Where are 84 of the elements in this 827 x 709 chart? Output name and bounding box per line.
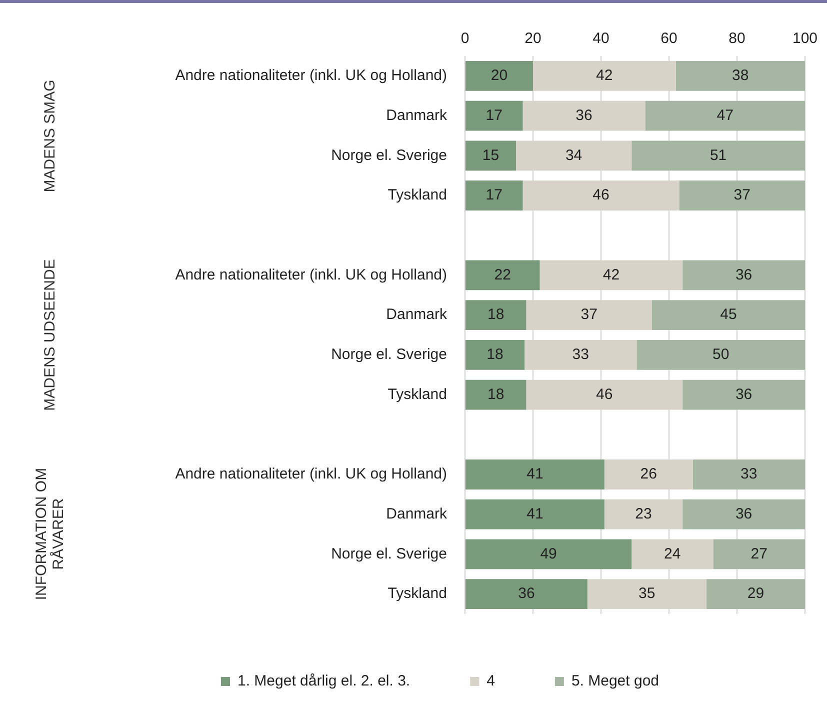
data-label: 33 <box>572 346 589 364</box>
bar <box>713 539 805 570</box>
bar <box>466 460 604 490</box>
y-tick-label: Danmark <box>386 106 448 124</box>
y-tick-label: Tyskland <box>388 186 447 204</box>
bar <box>466 180 523 210</box>
data-label: 27 <box>750 545 768 562</box>
data-label: 45 <box>720 306 737 324</box>
bar <box>676 60 805 91</box>
x-tick-label: 40 <box>592 30 610 48</box>
bar <box>632 140 805 171</box>
text: MADENS SMAG <box>42 78 58 194</box>
bar <box>466 300 526 330</box>
data-label: 17 <box>486 186 502 204</box>
data-label: 22 <box>494 266 511 284</box>
data-label: 34 <box>565 146 582 164</box>
data-label: 24 <box>664 545 681 562</box>
text: MADENS UDSEENDE <box>42 258 58 413</box>
y-tick-label: Norge el. Sverige <box>331 545 447 562</box>
y-tick-label: Danmark <box>386 306 448 324</box>
bar <box>466 539 632 570</box>
x-tick-label: 60 <box>660 30 678 48</box>
data-label: 37 <box>580 306 598 324</box>
bar <box>652 300 805 330</box>
data-label: 46 <box>596 386 613 403</box>
x-tick-label: 80 <box>728 30 746 48</box>
data-label: 35 <box>638 585 656 602</box>
bar <box>706 579 805 610</box>
legend-label: 5. Meget god <box>571 672 659 690</box>
bar <box>645 100 805 131</box>
bar <box>636 340 805 370</box>
bar <box>682 499 805 530</box>
bar <box>466 579 588 610</box>
y-tick-label: Tyskland <box>388 585 447 602</box>
data-label: 36 <box>576 106 592 124</box>
y-tick-label: Andre nationaliteter (inkl. UK og Holland) <box>175 67 447 84</box>
data-label: 23 <box>635 506 652 522</box>
bar <box>682 260 805 290</box>
data-label: 17 <box>486 106 502 124</box>
x-tick-label: 100 <box>792 30 818 48</box>
legend-label: 1. Meget dårlig el. 2. el. 3. <box>238 672 410 690</box>
data-label: 51 <box>710 146 727 164</box>
data-label: 42 <box>602 266 620 284</box>
y-tick-label: Andre nationaliteter (inkl. UK og Holland) <box>175 266 447 284</box>
y-tick-label: Norge el. Sverige <box>331 346 447 364</box>
data-label: 46 <box>592 186 610 204</box>
data-label: 38 <box>732 67 749 84</box>
data-label: 47 <box>716 106 734 124</box>
bar <box>692 460 805 490</box>
bar <box>466 140 516 171</box>
data-label: 29 <box>747 585 764 602</box>
data-label: 42 <box>596 67 613 84</box>
bar <box>466 100 523 131</box>
data-label: 18 <box>488 306 504 324</box>
x-tick-label: 0 <box>460 30 470 48</box>
x-tick-label: 20 <box>524 30 542 48</box>
data-label: 15 <box>482 146 500 164</box>
y-tick-label: Norge el. Sverige <box>331 146 447 164</box>
bar <box>466 60 533 91</box>
data-label: 41 <box>526 466 544 483</box>
data-label: 36 <box>735 266 752 284</box>
data-label: 36 <box>518 585 535 602</box>
bar <box>466 499 604 530</box>
data-label: 50 <box>712 346 730 364</box>
bar <box>682 380 805 410</box>
text: INFORMATION OM RÅVARER <box>33 467 67 602</box>
legend-label: 4 <box>486 672 495 690</box>
y-tick-label: Danmark <box>386 506 448 522</box>
bar <box>466 340 524 370</box>
data-label: 36 <box>735 506 752 522</box>
data-label: 49 <box>540 545 557 562</box>
data-label: 26 <box>640 466 657 483</box>
data-label: 41 <box>526 506 544 522</box>
bar <box>466 380 526 410</box>
data-label: 33 <box>740 466 758 483</box>
data-label: 36 <box>735 386 752 403</box>
data-label: 20 <box>490 67 508 84</box>
bar <box>679 180 805 210</box>
data-label: 37 <box>734 186 750 204</box>
bar <box>466 260 540 290</box>
y-tick-label: Andre nationaliteter (inkl. UK og Holland) <box>175 466 447 483</box>
y-tick-label: Tyskland <box>388 386 447 403</box>
data-label: 18 <box>488 386 504 403</box>
data-label: 18 <box>486 346 504 364</box>
